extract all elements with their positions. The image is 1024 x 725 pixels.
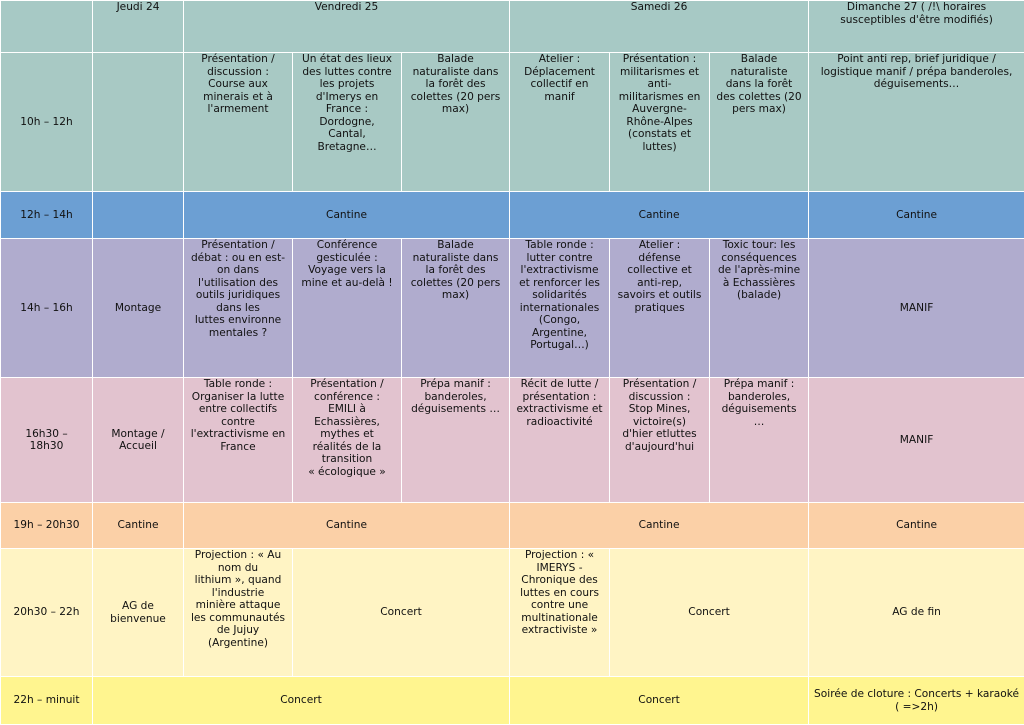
time-cell: 22h – minuit (1, 677, 93, 725)
samedi-projection: Projection : « IMERYS - Chronique des lu… (510, 549, 610, 677)
samedi-cantine: Cantine (510, 503, 809, 549)
samedi-cantine: Cantine (510, 192, 809, 239)
vendredi-concert: Concert (93, 677, 510, 725)
day-header-vendredi: Vendredi 25 (184, 1, 510, 53)
time-cell: 12h – 14h (1, 192, 93, 239)
corner-cell (1, 1, 93, 53)
day-header-dimanche: Dimanche 27 ( /!\ horaires susceptibles … (809, 1, 1024, 53)
samedi-session-a: Table ronde : lutter contre l'extractivi… (510, 239, 610, 378)
vendredi-session-a: Présentation / discussion : Course aux m… (184, 53, 293, 192)
dimanche-ag: AG de fin (809, 549, 1024, 677)
row-10h-12h: 10h – 12h Présentation / discussion : Co… (1, 53, 1024, 192)
samedi-concert: Concert (510, 677, 809, 725)
jeudi-cell: Montage (93, 239, 184, 378)
dimanche-session: Point anti rep, brief juridique / logist… (809, 53, 1024, 192)
time-cell: 10h – 12h (1, 53, 93, 192)
time-cell: 20h30 – 22h (1, 549, 93, 677)
samedi-session-c: Prépa manif : banderoles, déguisements … (710, 378, 809, 503)
jeudi-cell: Montage / Accueil (93, 378, 184, 503)
row-12h-14h: 12h – 14h Cantine Cantine Cantine (1, 192, 1024, 239)
time-cell: 16h30 – 18h30 (1, 378, 93, 503)
row-22h-minuit: 22h – minuit Concert Concert Soirée de c… (1, 677, 1024, 725)
vendredi-concert: Concert (293, 549, 510, 677)
samedi-session-a: Récit de lutte / présentation : extracti… (510, 378, 610, 503)
vendredi-session-c: Balade naturaliste dans la forêt des col… (402, 53, 510, 192)
samedi-session-b: Présentation / discussion : Stop Mines, … (610, 378, 710, 503)
vendredi-projection: Projection : « Au nom du lithium », quan… (184, 549, 293, 677)
vendredi-cantine: Cantine (184, 192, 510, 239)
row-14h-16h: 14h – 16h Montage Présentation / débat :… (1, 239, 1024, 378)
samedi-session-c: Balade naturaliste dans la forêt des col… (710, 53, 809, 192)
row-16h30-18h30: 16h30 – 18h30 Montage / Accueil Table ro… (1, 378, 1024, 503)
vendredi-session-c: Balade naturaliste dans la forêt des col… (402, 239, 510, 378)
day-header-jeudi: Jeudi 24 (93, 1, 184, 53)
header-row: Jeudi 24 Vendredi 25 Samedi 26 Dimanche … (1, 1, 1024, 53)
vendredi-session-b: Un état des lieux des luttes contre les … (293, 53, 402, 192)
vendredi-session-b: Présentation / conférence : EMILI à Echa… (293, 378, 402, 503)
samedi-session-b: Atelier : défense collective et anti-rep… (610, 239, 710, 378)
samedi-concert: Concert (610, 549, 809, 677)
vendredi-session-c: Prépa manif : banderoles, déguisements … (402, 378, 510, 503)
time-cell: 19h – 20h30 (1, 503, 93, 549)
vendredi-session-b: Conférence gesticulée : Voyage vers la m… (293, 239, 402, 378)
jeudi-cell (93, 53, 184, 192)
samedi-session-c: Toxic tour: les conséquences de l'après-… (710, 239, 809, 378)
jeudi-ag: AG de bienvenue (93, 549, 184, 677)
samedi-session-a: Atelier : Déplacement collectif en manif (510, 53, 610, 192)
row-20h30-22h: 20h30 – 22h AG de bienvenue Projection :… (1, 549, 1024, 677)
jeudi-cantine: Cantine (93, 503, 184, 549)
vendredi-cantine: Cantine (184, 503, 510, 549)
vendredi-session-a: Présentation / débat : ou en est- on dan… (184, 239, 293, 378)
vendredi-session-a: Table ronde : Organiser la lutte entre c… (184, 378, 293, 503)
dimanche-cantine: Cantine (809, 503, 1024, 549)
samedi-session-b: Présentation : militarismes et anti- mil… (610, 53, 710, 192)
dimanche-soiree: Soirée de cloture : Concerts + karaoké (… (809, 677, 1024, 725)
row-19h-20h30: 19h – 20h30 Cantine Cantine Cantine Cant… (1, 503, 1024, 549)
time-cell: 14h – 16h (1, 239, 93, 378)
dimanche-manif: MANIF (809, 239, 1024, 378)
day-header-samedi: Samedi 26 (510, 1, 809, 53)
dimanche-manif: MANIF (809, 378, 1024, 503)
dimanche-cantine: Cantine (809, 192, 1024, 239)
jeudi-cell (93, 192, 184, 239)
